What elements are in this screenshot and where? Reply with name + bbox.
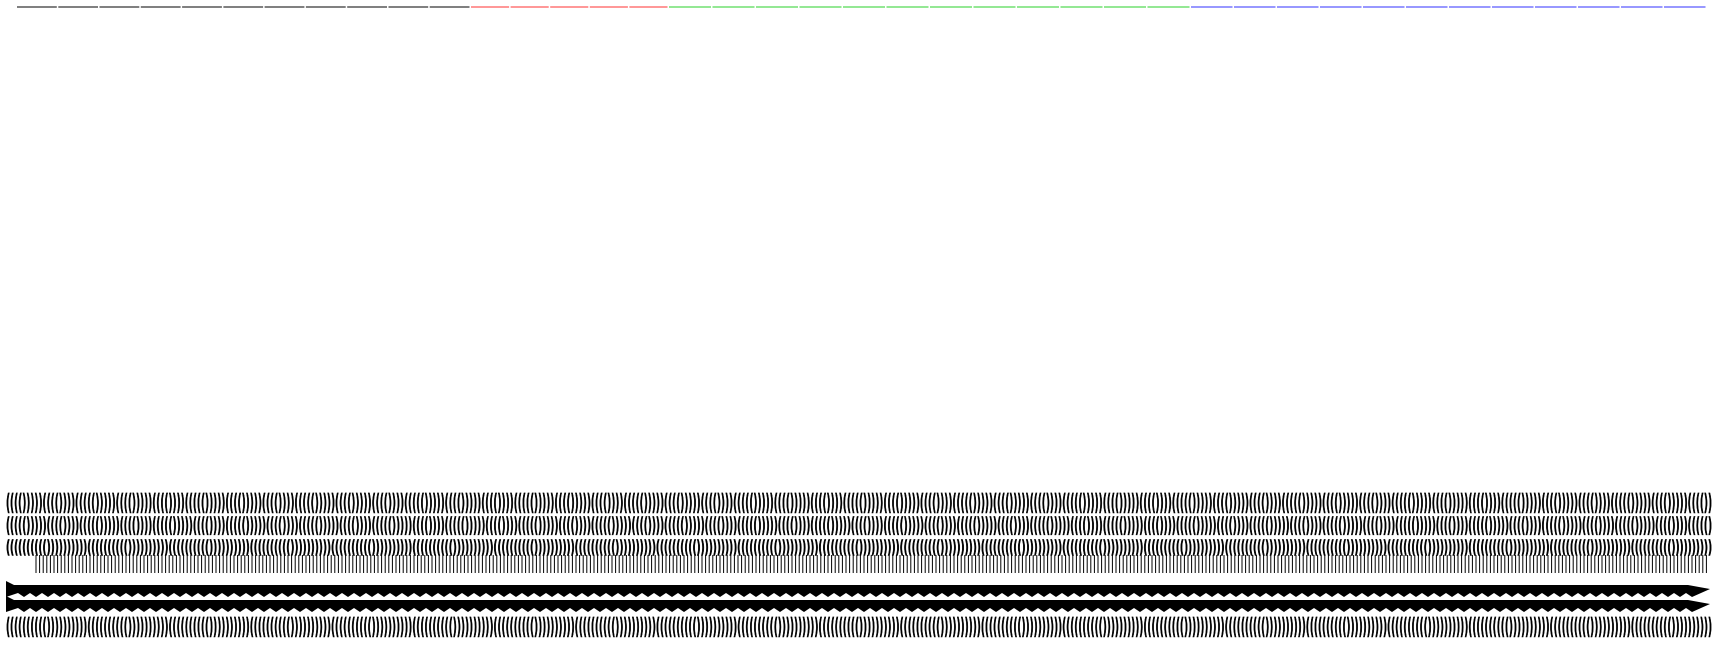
- overlapping-label-rows: (((()))))(((())))((((()))))(((()))))((((…: [6, 491, 1713, 641]
- label-row: [6, 596, 1710, 612]
- glyph-string: (((((((((())))))))))(((((((((())))))))))…: [6, 615, 1712, 640]
- label-row: [35, 555, 1707, 573]
- label-row: (((()))))(((())))((((()))))(((()))))((((…: [6, 491, 1713, 517]
- glyph-string: (((((((((())))))))))(((((((((())))))))))…: [6, 537, 1712, 558]
- label-row: [6, 581, 1710, 597]
- label-row: (((((((((())))))))))(((((((((())))))))))…: [6, 615, 1713, 641]
- label-row: (((((((((())))))))))(((((((((())))))))))…: [6, 537, 1713, 559]
- glyph-string: ((((()))))(((())))((((()))))(((())))((((…: [6, 513, 1712, 537]
- label-row: ((((()))))(((())))((((()))))(((())))((((…: [6, 513, 1713, 538]
- glyph-string: (((()))))(((())))((((()))))(((()))))((((…: [6, 491, 1712, 516]
- wedge-band: [6, 596, 1710, 612]
- wedge-band: [6, 581, 1710, 597]
